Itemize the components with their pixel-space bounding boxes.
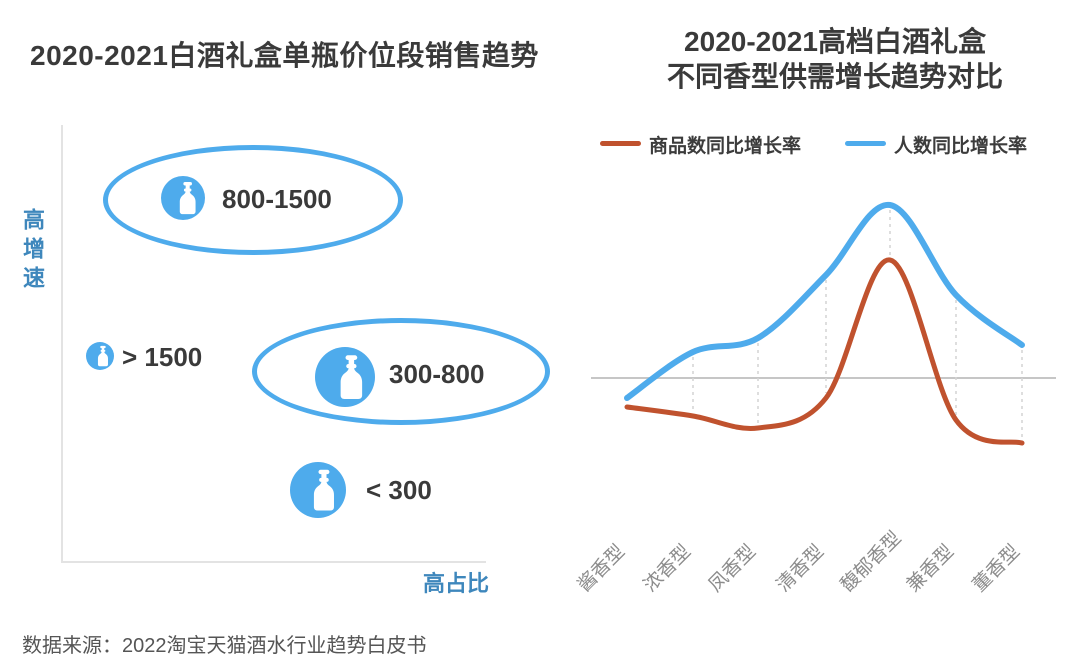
price-segment-label: < 300 bbox=[366, 475, 432, 505]
left-y-axis-label: 高增速 bbox=[20, 208, 45, 295]
price-segment-label: 800-1500 bbox=[222, 184, 332, 214]
right-chart-title: 2020-2021高档白酒礼盒 不同香型供需增长趋势对比 bbox=[625, 24, 1045, 94]
category-label: 浓香型 bbox=[639, 541, 696, 597]
category-label: 董香型 bbox=[968, 541, 1025, 597]
price-segment-ellipse-300-800 bbox=[252, 318, 550, 425]
right-chart-title-line2: 不同香型供需增长趋势对比 bbox=[666, 61, 1003, 92]
category-label: 凤香型 bbox=[704, 541, 761, 597]
legend-swatch-products-line bbox=[600, 141, 641, 146]
products-growth-line bbox=[624, 257, 1025, 446]
category-label: 酱香型 bbox=[573, 541, 630, 597]
left-chart-title: 2020-2021白酒礼盒单瓶价位段销售趋势 bbox=[30, 40, 539, 71]
people-growth-line bbox=[624, 201, 1025, 401]
wine-bottle-icon bbox=[290, 462, 346, 518]
legend-label-products: 商品数同比增长率 bbox=[649, 136, 802, 157]
wine-bottle-icon bbox=[315, 347, 375, 407]
category-label: 馥郁香型 bbox=[836, 527, 906, 597]
price-segment-label: 300-800 bbox=[389, 359, 485, 389]
left-x-axis-label: 高占比 bbox=[423, 571, 490, 596]
data-source-note: 数据来源：2022淘宝天猫酒水行业趋势白皮书 bbox=[22, 635, 427, 657]
price-segment-ellipse-800-1500 bbox=[103, 145, 403, 255]
category-label: 清香型 bbox=[772, 541, 829, 597]
wine-bottle-icon bbox=[161, 176, 205, 220]
price-segment-label: > 1500 bbox=[122, 342, 203, 372]
left-y-axis-line bbox=[61, 125, 63, 563]
category-label: 兼香型 bbox=[902, 541, 959, 597]
left-x-axis-line bbox=[61, 561, 486, 563]
right-chart-title-line1: 2020-2021高档白酒礼盒 bbox=[684, 26, 986, 57]
supply-demand-line-chart bbox=[591, 201, 1056, 446]
legend-label-people: 人数同比增长率 bbox=[894, 136, 1028, 157]
legend-swatch-people-line bbox=[845, 141, 886, 146]
wine-bottle-icon bbox=[86, 342, 114, 370]
